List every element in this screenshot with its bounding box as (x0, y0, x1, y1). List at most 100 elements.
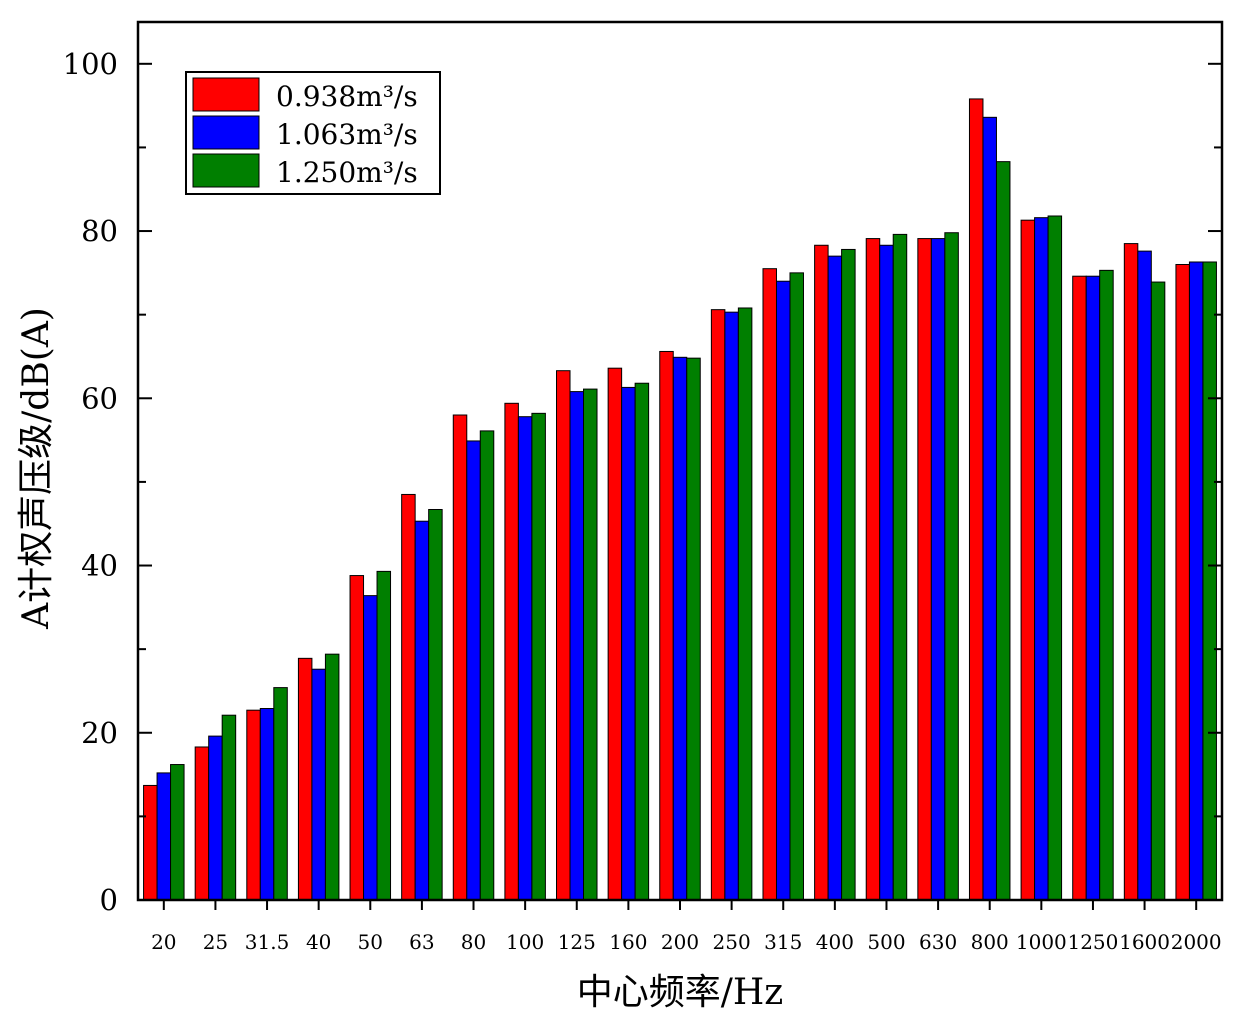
x-tick-label: 25 (203, 930, 228, 954)
bar-1-1600 (1123, 243, 1139, 901)
x-tick-label: 80 (461, 930, 486, 954)
bar-1-31.5 (246, 709, 261, 901)
x-tick-label: 315 (764, 930, 802, 954)
bar-2-1600 (1137, 250, 1152, 901)
y-tick-label: 100 (63, 47, 118, 81)
legend-swatch-2 (192, 115, 260, 150)
bar-3-1250 (1099, 269, 1114, 901)
bar-1-63 (401, 493, 416, 901)
bar-2-250 (724, 311, 739, 901)
bar-1-200 (659, 350, 674, 901)
bar-3-800 (995, 161, 1011, 901)
bar-3-500 (892, 233, 908, 901)
bar-3-50 (376, 570, 392, 901)
bar-1-40 (297, 657, 313, 901)
x-axis-title: 中心频率/Hz (577, 972, 784, 1013)
bar-2-160 (621, 386, 636, 901)
bar-1-20 (143, 784, 158, 901)
bar-3-200 (686, 357, 701, 901)
bar-3-400 (841, 248, 856, 901)
bar-3-125 (583, 388, 598, 901)
legend-label-1: 0.938m³/s (276, 80, 418, 113)
bar-1-160 (607, 367, 623, 901)
x-tick-label: 200 (661, 930, 699, 954)
bar-1-125 (556, 370, 571, 901)
bar-2-50 (363, 595, 378, 901)
bar-2-1000 (1034, 217, 1049, 901)
bar-1-1250 (1072, 275, 1087, 901)
x-tick-label: 400 (816, 930, 854, 954)
bar-2-63 (414, 520, 430, 901)
bar-2-125 (569, 391, 585, 901)
x-tick-label: 500 (867, 930, 905, 954)
bar-2-630 (930, 238, 946, 901)
bar-1-250 (710, 309, 726, 901)
bar-2-500 (879, 244, 894, 901)
bar-1-25 (194, 746, 210, 901)
y-tick-label: 20 (81, 716, 118, 750)
x-tick-label: 1000 (1016, 930, 1067, 954)
bar-2-1250 (1085, 275, 1101, 901)
bar-2-25 (208, 735, 223, 901)
bar-3-100 (531, 412, 546, 901)
bar-2-20 (156, 772, 172, 901)
y-axis-title: A计权声压级/dB(A) (16, 307, 57, 630)
bar-3-160 (634, 382, 650, 901)
bar-3-80 (479, 430, 495, 901)
bars-layer (143, 98, 1217, 901)
legend-label-3: 1.250m³/s (276, 156, 418, 189)
bar-1-50 (349, 575, 365, 901)
x-tick-label: 630 (919, 930, 957, 954)
bar-3-31.5 (273, 687, 288, 901)
bar-1-500 (865, 238, 881, 901)
ticks-layer: 0 20 40 60 80 100 20 25 31.5 40 50 63 80 100 125 160 200… (63, 47, 1222, 954)
bar-2-31.5 (259, 708, 275, 901)
bar-2-200 (672, 356, 688, 901)
bar-3-25 (221, 714, 237, 901)
legend-swatch-1 (192, 77, 260, 112)
bar-3-315 (789, 272, 804, 901)
bar-2-80 (466, 440, 481, 901)
bar-2-2000 (1188, 261, 1204, 901)
bar-3-250 (737, 307, 753, 901)
bar-1-630 (917, 238, 932, 901)
bar-1-800 (968, 98, 984, 901)
bar-2-800 (982, 116, 997, 901)
legend: 0.938m³/s 1.063m³/s 1.250m³/s (185, 71, 441, 195)
bar-2-40 (311, 668, 326, 901)
x-tick-label: 40 (306, 930, 331, 954)
bar-3-630 (944, 232, 959, 901)
x-tick-label: 800 (971, 930, 1009, 954)
bar-3-1000 (1047, 215, 1063, 901)
bar-3-2000 (1202, 261, 1217, 901)
bar-1-400 (814, 244, 829, 901)
legend-swatch-3 (192, 153, 260, 188)
bar-2-315 (775, 280, 791, 901)
x-tick-label: 160 (609, 930, 647, 954)
bar-1-80 (452, 414, 468, 901)
x-tick-label: 50 (358, 930, 383, 954)
x-tick-label: 250 (713, 930, 751, 954)
bar-1-315 (762, 268, 777, 901)
bar-3-63 (428, 508, 443, 901)
bar-1-2000 (1175, 263, 1190, 901)
y-tick-label: 80 (81, 214, 118, 248)
x-tick-label: 20 (151, 930, 176, 954)
bar-3-20 (170, 764, 185, 901)
bar-1-100 (504, 402, 519, 901)
x-tick-label: 100 (506, 930, 544, 954)
x-tick-label: 125 (558, 930, 596, 954)
x-tick-label: 63 (409, 930, 434, 954)
x-tick-label: 31.5 (245, 930, 290, 954)
bar-3-40 (324, 653, 340, 901)
bar-2-100 (517, 416, 533, 901)
bar-3-1600 (1150, 281, 1166, 901)
x-tick-label: 2000 (1171, 930, 1222, 954)
y-tick-label: 40 (81, 549, 118, 583)
legend-label-2: 1.063m³/s (276, 118, 418, 151)
y-tick-label: 60 (81, 381, 118, 415)
y-tick-label: 0 (100, 883, 118, 917)
bar-2-400 (827, 255, 843, 901)
